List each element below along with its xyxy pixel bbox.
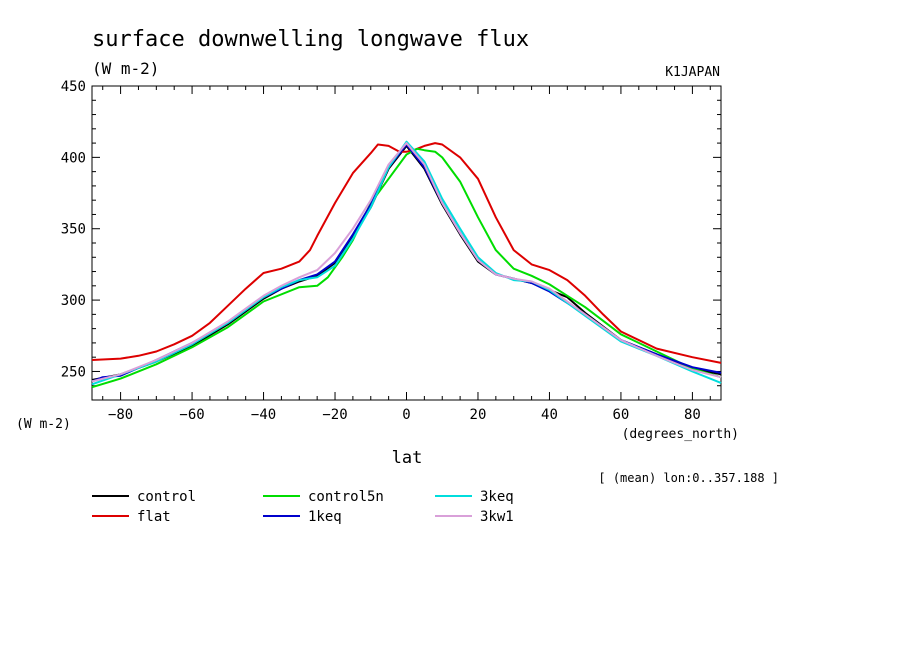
x-tick-label: 60 bbox=[613, 407, 630, 423]
x-tick-labels: −80 −60 −40 −20 0 20 40 60 80 bbox=[108, 407, 701, 423]
legend-label-3keq: 3keq bbox=[480, 489, 514, 505]
chart-subtitle: (W m-2) bbox=[92, 59, 159, 78]
x-tick-label: 0 bbox=[402, 407, 410, 423]
plot-frame bbox=[91, 85, 722, 401]
y-axis-label: (W m-2) bbox=[16, 417, 71, 432]
legend-label-flat: flat bbox=[137, 509, 171, 525]
x-tick-label: −20 bbox=[322, 407, 347, 423]
footnote: [ (mean) lon:0..357.188 ] bbox=[598, 471, 779, 485]
x-tick-label: −40 bbox=[251, 407, 276, 423]
y-tick-label: 400 bbox=[61, 150, 86, 166]
legend-label-control: control bbox=[137, 489, 196, 505]
series-line-3keq bbox=[91, 140, 722, 386]
x-axis-label: lat bbox=[392, 448, 423, 468]
y-tick-label: 300 bbox=[61, 293, 86, 309]
series-line-flat bbox=[91, 142, 722, 364]
source-label: K1JAPAN bbox=[665, 65, 720, 80]
y-tick-label: 350 bbox=[61, 222, 86, 238]
x-tick-label: 40 bbox=[541, 407, 558, 423]
legend-label-1keq: 1keq bbox=[308, 509, 342, 525]
x-tick-label: 20 bbox=[470, 407, 487, 423]
y-tick-label: 250 bbox=[61, 364, 86, 380]
legend-label-3kw1: 3kw1 bbox=[480, 509, 514, 525]
x-tick-label: −60 bbox=[179, 407, 204, 423]
legend-label-control5n: control5n bbox=[308, 489, 384, 505]
series-line-3kw1 bbox=[91, 142, 722, 383]
chart-title: surface downwelling longwave flux bbox=[92, 27, 529, 52]
axis-ticks bbox=[92, 85, 721, 400]
y-tick-labels: 250 300 350 400 450 bbox=[61, 79, 86, 380]
y-tick-label: 450 bbox=[61, 79, 86, 95]
series-lines bbox=[91, 140, 722, 389]
x-tick-label: 80 bbox=[684, 407, 701, 423]
series-line-control5n bbox=[91, 147, 722, 389]
legend: control flat control5n 1keq 3keq 3kw1 bbox=[92, 489, 514, 525]
x-tick-label: −80 bbox=[108, 407, 133, 423]
x-axis-unit: (degrees_north) bbox=[622, 427, 739, 442]
